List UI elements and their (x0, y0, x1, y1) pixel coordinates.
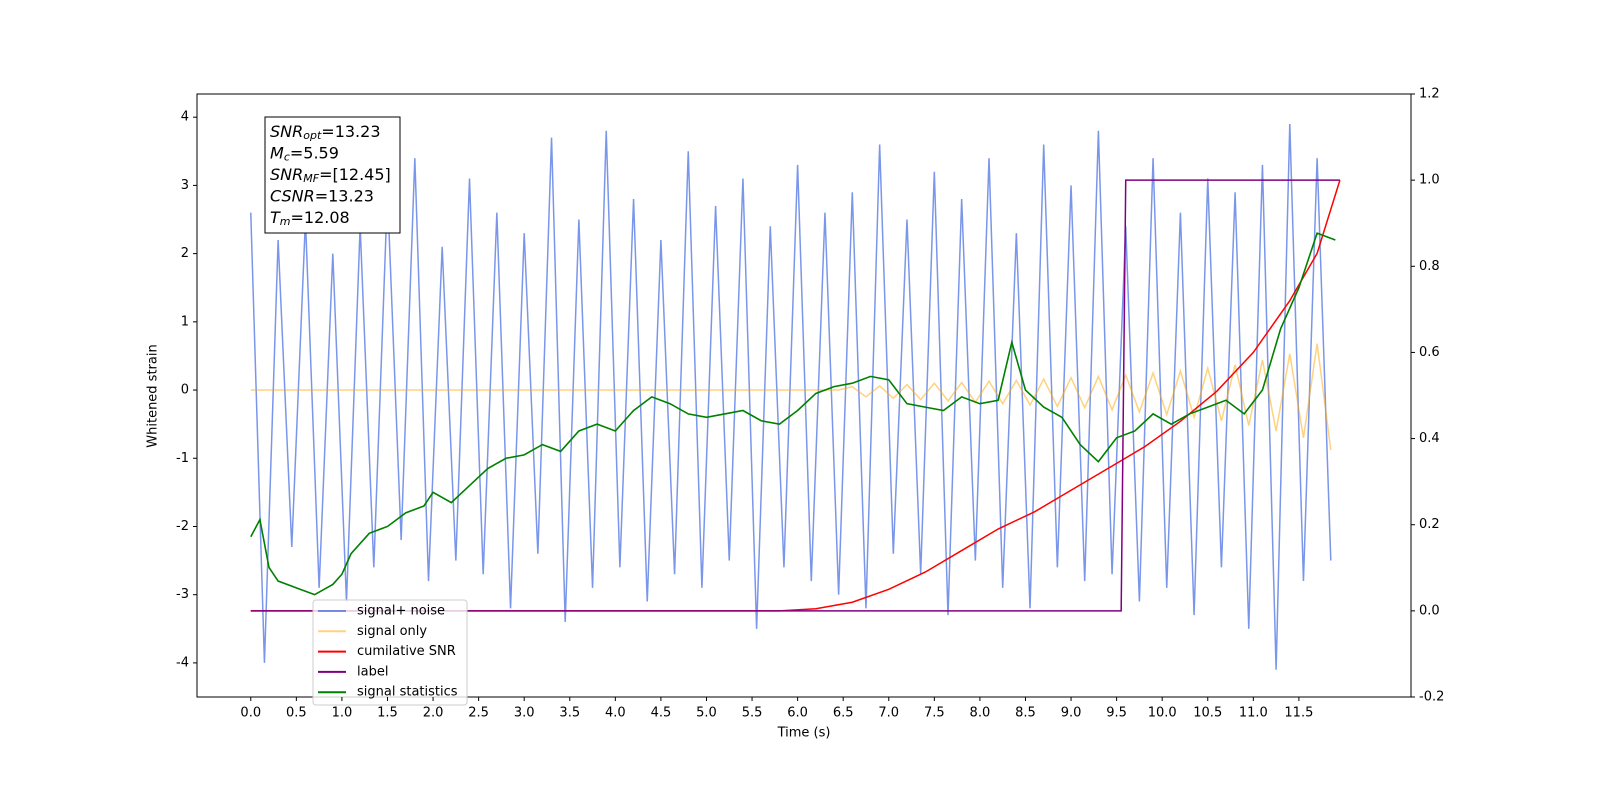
legend-label: signal+ noise (357, 604, 445, 619)
x-tick-label: 10.0 (1148, 706, 1177, 721)
x-tick-label: 1.5 (377, 706, 398, 721)
annotation-frame (264, 116, 401, 234)
series-line (250, 343, 1332, 451)
series-line (250, 123, 1332, 670)
x-tick-label: 9.5 (1106, 706, 1127, 721)
legend: signal+ noise signal only cumilative SNR la… (312, 599, 468, 706)
x-tick-label: 8.0 (970, 706, 991, 721)
x-tick-label: 11.0 (1239, 706, 1268, 721)
y-tick-label: 3 (181, 178, 189, 193)
y-tick-label: 1 (181, 314, 189, 329)
x-tick-label: 5.0 (696, 706, 717, 721)
x-tick-label: 11.5 (1284, 706, 1313, 721)
annotation-subscript: m (280, 215, 291, 228)
y-tick-label: 4 (181, 110, 189, 125)
annotation-value: =13.23 (315, 186, 374, 205)
series-line (250, 179, 1341, 612)
y-tick-label: 2 (181, 246, 189, 261)
x-tick-label: 7.0 (878, 706, 899, 721)
x-tick-label: 10.5 (1193, 706, 1222, 721)
y2-tick-label: 1.0 (1419, 173, 1440, 188)
series-line (250, 232, 1336, 596)
y2-tick-label: 0.4 (1419, 431, 1440, 446)
legend-frame (312, 599, 468, 706)
annotation-value: =12.08 (291, 208, 350, 227)
x-tick-label: 8.5 (1015, 706, 1036, 721)
x-tick-label: 2.0 (423, 706, 444, 721)
annotation-line: SNRMF=[12.45] (270, 165, 391, 186)
annotation-subscript: MF (303, 172, 319, 185)
legend-label: signal only (357, 624, 427, 639)
y-tick-label: -1 (176, 451, 189, 466)
y-tick-label: -4 (176, 655, 189, 670)
legend-label: signal statistics (357, 685, 458, 700)
y2-tick-label: 0.0 (1419, 603, 1440, 618)
x-tick-label: 4.0 (605, 706, 626, 721)
annotation-subscript: opt (303, 129, 322, 142)
x-tick-label: 5.5 (742, 706, 763, 721)
annotation-line: Mc=5.59 (270, 143, 339, 164)
axes-frame (196, 93, 1412, 698)
x-tick-label: 1.0 (332, 706, 353, 721)
x-tick-label: 0.0 (240, 706, 261, 721)
annotation-symbol: SNR (270, 122, 303, 141)
y-tick-label: -3 (176, 587, 189, 602)
x-tick-label: 6.0 (787, 706, 808, 721)
annotation-subscript: c (284, 151, 290, 164)
annotation-line: CSNR=13.23 (270, 186, 374, 205)
annotation-value: =[12.45] (319, 165, 391, 184)
x-tick-label: 4.5 (651, 706, 672, 721)
x-tick-label: 6.5 (833, 706, 854, 721)
annotation-symbol: T (270, 208, 281, 227)
annotation-line: Tm=12.08 (270, 208, 350, 229)
y-tick-label: 0 (181, 383, 189, 398)
y2-tick-label: 0.2 (1419, 517, 1440, 532)
x-tick-label: 3.5 (559, 706, 580, 721)
legend-label: label (357, 664, 388, 679)
y-tick-label: -2 (176, 519, 189, 534)
annotation-line: SNRopt=13.23 (270, 122, 381, 143)
y2-tick-label: 1.2 (1419, 87, 1440, 102)
legend-label: cumilative SNR (357, 644, 456, 659)
annotation-symbol: CSNR (270, 186, 315, 205)
x-axis-label: Time (s) (777, 726, 831, 741)
x-tick-label: 7.5 (924, 706, 945, 721)
y-axis-label: Whitened strain (146, 344, 161, 447)
annotation-value: =5.59 (290, 143, 339, 162)
x-tick-label: 2.5 (468, 706, 489, 721)
x-tick-label: 0.5 (286, 706, 307, 721)
plot-area (250, 123, 1341, 670)
y2-tick-label: 0.8 (1419, 259, 1440, 274)
annotation-symbol: SNR (270, 165, 303, 184)
y2-tick-label: -0.2 (1419, 690, 1444, 705)
x-tick-label: 9.0 (1061, 706, 1082, 721)
annotation-box: SNRopt=13.23Mc=5.59SNRMF=[12.45]CSNR=13.… (264, 116, 401, 234)
series-line (250, 179, 1340, 612)
x-tick-label: 3.0 (514, 706, 535, 721)
annotation-value: =13.23 (321, 122, 380, 141)
annotation-symbol: M (270, 143, 284, 162)
y2-tick-label: 0.6 (1419, 345, 1440, 360)
